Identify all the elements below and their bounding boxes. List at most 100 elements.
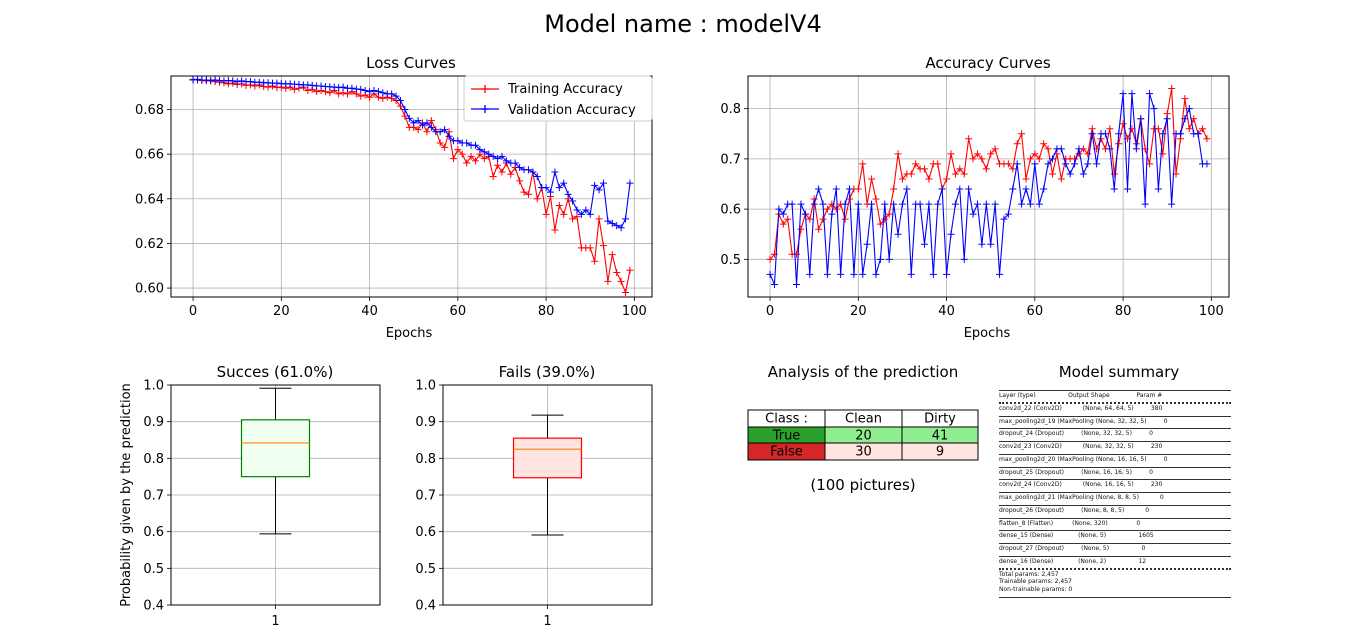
y-tick-label: 0.5	[143, 562, 164, 577]
data-point	[929, 270, 937, 278]
summary-separator	[999, 464, 1231, 468]
data-point	[965, 185, 973, 193]
data-point	[480, 148, 488, 156]
data-point	[396, 97, 404, 105]
data-point	[819, 215, 827, 223]
x-tick-label: 1	[271, 614, 279, 629]
data-point	[973, 150, 981, 158]
accuracy-chart-title: Accuracy Curves	[925, 54, 1051, 72]
data-point	[965, 135, 973, 143]
accuracy-chart: Accuracy Curves 0 20 40 60 80 100 0.5 0.6 0.7 0.8…	[720, 54, 1230, 341]
data-point	[573, 206, 581, 214]
data-point	[401, 112, 409, 120]
data-point	[547, 188, 555, 196]
summary-separator	[999, 553, 1231, 557]
data-point	[775, 205, 783, 213]
summary-layer-row: conv2d_24 (Conv2D) (None, 16, 16, 5) 230	[999, 481, 1163, 489]
data-point	[1022, 175, 1030, 183]
data-point	[1057, 145, 1065, 153]
x-tick-label: 40	[938, 304, 955, 319]
data-point	[859, 160, 867, 168]
data-point	[1181, 115, 1189, 123]
data-point	[947, 150, 955, 158]
data-point	[1163, 115, 1171, 123]
data-point	[1154, 125, 1162, 133]
data-point	[872, 195, 880, 203]
data-point	[595, 186, 603, 194]
data-point	[868, 175, 876, 183]
data-point	[973, 200, 981, 208]
data-point	[246, 78, 254, 86]
y-tick-label: 0.4	[143, 599, 164, 614]
data-point	[502, 157, 510, 165]
table-cell-value: 9	[936, 445, 944, 460]
loss-legend-validation: Validation Accuracy	[508, 103, 636, 118]
data-point	[943, 270, 951, 278]
fails-boxplot: Fails (39.0%) 0.4 0.5 0.6 0.7 0.8 0.9 1.0 1	[415, 363, 653, 629]
data-point	[881, 215, 889, 223]
data-point	[1115, 130, 1123, 138]
data-point	[969, 155, 977, 163]
data-point	[1137, 115, 1145, 123]
data-point	[335, 90, 343, 98]
y-tick-label: 0.7	[415, 489, 436, 504]
data-point	[1048, 170, 1056, 178]
data-point	[960, 170, 968, 178]
summary-separator	[999, 425, 1231, 430]
data-point	[841, 200, 849, 208]
success-boxplot-title: Succes (61.0%)	[217, 363, 334, 381]
data-point	[498, 152, 506, 160]
data-point	[793, 250, 801, 258]
data-point	[1062, 160, 1070, 168]
y-tick-label: 0.5	[415, 562, 436, 577]
y-tick-label: 0.9	[143, 415, 164, 430]
data-point	[374, 88, 382, 96]
data-point	[414, 117, 422, 125]
data-point	[885, 255, 893, 263]
data-point	[1066, 170, 1074, 178]
axes-frame	[170, 384, 381, 606]
data-point	[1159, 130, 1167, 138]
data-point	[863, 240, 871, 248]
data-point	[569, 197, 577, 205]
data-point	[595, 215, 603, 223]
data-point	[1031, 160, 1039, 168]
data-point	[1079, 170, 1087, 178]
summary-layer-row: dense_16 (Dense) (None, 2) 12	[999, 557, 1147, 565]
data-point	[1101, 130, 1109, 138]
data-point	[542, 210, 550, 218]
summary-separator	[999, 438, 1231, 442]
data-point	[463, 139, 471, 147]
data-point	[348, 84, 356, 92]
data-point	[991, 145, 999, 153]
data-point	[996, 270, 1004, 278]
summary-separator	[999, 566, 1231, 570]
data-point	[617, 224, 625, 232]
success-y-axis-label: Probability given by the prediction	[119, 383, 134, 607]
data-point	[912, 160, 920, 168]
data-point	[1013, 160, 1021, 168]
summary-layer-row: dropout_27 (Dropout) (None, 5) 0	[999, 545, 1146, 552]
data-point	[916, 200, 924, 208]
data-point	[604, 277, 612, 285]
data-point	[960, 255, 968, 263]
table-cell-value: 41	[932, 429, 949, 444]
loss-legend: Training Accuracy Validation Accuracy	[463, 75, 653, 122]
summary-separator	[999, 594, 1231, 598]
data-point	[1026, 200, 1034, 208]
data-point	[339, 83, 347, 91]
data-point	[1154, 185, 1162, 193]
summary-layer-row: max_pooling2d_19 (MaxPooling (None, 32, …	[999, 417, 1168, 425]
data-point	[1044, 145, 1052, 153]
data-point	[1035, 155, 1043, 163]
data-point	[1185, 105, 1193, 113]
series-line-2	[769, 93, 1207, 285]
data-point	[1044, 160, 1052, 168]
summary-layer-row: conv2d_23 (Conv2D) (None, 32, 32, 5) 230	[999, 443, 1163, 450]
data-point	[815, 225, 823, 233]
data-point	[845, 185, 853, 193]
data-point	[1119, 90, 1127, 98]
data-point	[507, 170, 515, 178]
data-point	[1150, 105, 1158, 113]
